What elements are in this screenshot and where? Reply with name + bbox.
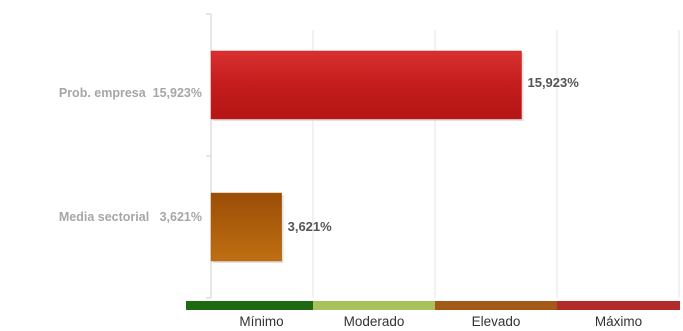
risk-band-label-máximo: Máximo [595,314,642,329]
risk-band-moderado [313,301,435,310]
value-label-prob-empresa: 15,923% [527,75,579,90]
bar-prob-empresa [210,50,522,120]
category-label-media-sectorial: Media sectorial 3,621% [59,210,202,224]
bar-media-sectorial [210,192,282,262]
risk-band-máximo [557,301,680,310]
value-label-media-sectorial: 3,621% [288,219,333,234]
risk-band-mínimo [186,301,313,310]
risk-band-label-mínimo: Mínimo [239,314,283,329]
risk-band-label-moderado: Moderado [344,314,405,329]
risk-band-elevado [435,301,557,310]
risk-band-label-elevado: Elevado [472,314,521,329]
category-label-prob-empresa: Prob. empresa 15,923% [59,86,202,100]
risk-scale: Mínimo Moderado Elevado Máximo [186,301,680,329]
